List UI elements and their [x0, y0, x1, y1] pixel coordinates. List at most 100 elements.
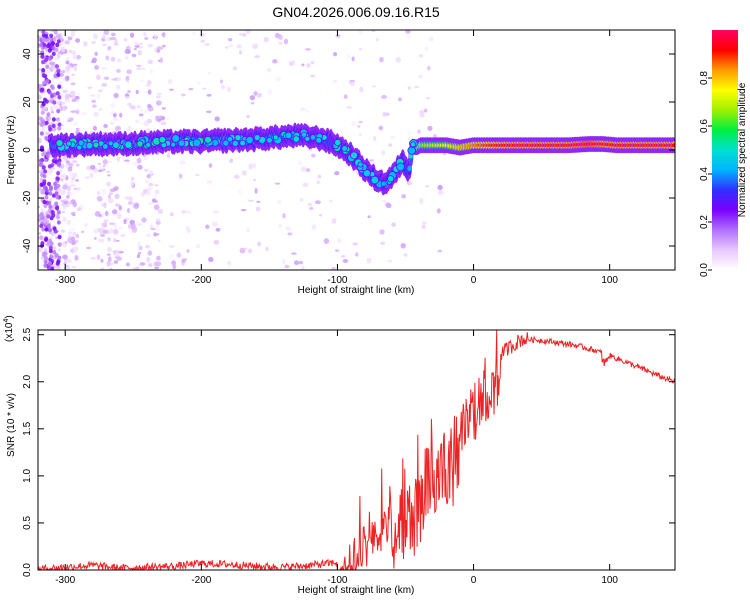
noise-cell: [437, 249, 443, 253]
noise-cell: [70, 236, 76, 242]
noise-cell: [391, 222, 396, 227]
noise-cell: [56, 69, 61, 74]
noise-cell: [147, 250, 153, 256]
noise-cell: [136, 157, 142, 164]
noise-cell: [159, 57, 163, 63]
noise-cell: [135, 64, 142, 67]
noise-cell: [215, 227, 221, 232]
noise-cell: [238, 50, 243, 55]
noise-cell: [254, 54, 261, 59]
noise-cell: [329, 199, 333, 203]
noise-cell: [255, 206, 261, 212]
noise-cell: [75, 109, 80, 115]
noise-cell: [166, 152, 171, 159]
noise-cell: [137, 251, 142, 255]
ridge-blob: [334, 138, 342, 147]
noise-cell: [106, 253, 111, 256]
noise-cell: [50, 42, 55, 47]
noise-cell: [381, 149, 386, 156]
ridge-core: [407, 165, 412, 172]
noise-cell: [47, 181, 51, 187]
noise-cell: [117, 58, 122, 63]
colorbar-bar: [712, 30, 738, 270]
noise-cell: [76, 207, 82, 212]
noise-cell: [76, 58, 81, 62]
ridge-blob: [92, 141, 100, 149]
noise-cell: [40, 87, 45, 92]
noise-cell: [141, 67, 146, 70]
noise-cell: [257, 241, 262, 247]
noise-cell: [124, 95, 130, 99]
noise-cell: [428, 36, 434, 42]
noise-cell: [278, 34, 283, 41]
noise-cell: [358, 30, 363, 35]
noise-cell: [46, 241, 51, 247]
noise-cell: [427, 125, 433, 131]
noise-cell: [55, 205, 60, 210]
noise-cell: [161, 106, 166, 110]
noise-cell: [156, 95, 161, 99]
noise-cell: [301, 265, 305, 270]
noise-cell: [113, 42, 119, 46]
noise-cell: [87, 86, 93, 89]
noise-cell: [54, 253, 59, 258]
noise-cell: [371, 30, 376, 33]
noise-cell: [57, 234, 62, 240]
x-tick-label: 100: [601, 275, 618, 286]
noise-cell: [352, 242, 359, 246]
noise-cell: [138, 45, 143, 49]
noise-cell: [51, 45, 56, 51]
noise-cell: [81, 230, 85, 233]
noise-cell: [76, 54, 81, 60]
noise-cell: [141, 217, 147, 223]
noise-cell: [89, 172, 94, 178]
noise-cell: [375, 38, 380, 42]
noise-cell: [54, 191, 59, 196]
noise-cell: [276, 199, 283, 205]
noise-cell: [96, 93, 100, 96]
noise-cell: [141, 192, 145, 197]
noise-cell: [310, 61, 314, 65]
noise-cell: [67, 163, 74, 167]
figure-title: GN04.2026.006.09.16.R15: [272, 4, 440, 20]
noise-cell: [157, 239, 161, 243]
y-tick-label: 0: [22, 147, 33, 153]
x-tick-label: -100: [327, 275, 347, 286]
noise-cell: [239, 247, 246, 254]
noise-cell: [143, 31, 147, 37]
ridge-blob: [192, 138, 201, 147]
noise-cell: [60, 229, 66, 233]
noise-cell: [373, 135, 377, 142]
noise-cell: [93, 236, 97, 240]
noise-cell: [246, 227, 250, 233]
noise-cell: [135, 221, 140, 225]
noise-cell: [381, 94, 387, 99]
noise-cell: [388, 143, 392, 147]
noise-cell: [130, 33, 135, 38]
noise-cell: [335, 34, 341, 38]
noise-cell: [172, 264, 177, 270]
noise-cell: [64, 75, 70, 82]
noise-cell: [116, 213, 122, 219]
noise-cell: [194, 173, 200, 176]
noise-cell: [56, 171, 61, 176]
y-tick-label: -40: [22, 238, 33, 253]
noise-cell: [110, 56, 116, 62]
noise-cell: [72, 231, 77, 237]
ridge-blob: [357, 161, 364, 168]
noise-cell: [425, 185, 430, 188]
noise-cell: [358, 47, 363, 51]
ridge-blob: [380, 180, 387, 187]
noise-cell: [379, 56, 384, 63]
noise-cell: [275, 76, 282, 82]
noise-cell: [407, 132, 412, 136]
noise-cell: [52, 250, 57, 255]
noise-cell: [115, 125, 121, 131]
noise-cell: [180, 93, 186, 97]
noise-cell: [63, 164, 70, 168]
noise-cell: [97, 238, 102, 243]
noise-cell: [70, 117, 74, 122]
noise-cell: [105, 181, 112, 187]
noise-cell: [305, 168, 311, 173]
noise-cell: [57, 161, 61, 166]
